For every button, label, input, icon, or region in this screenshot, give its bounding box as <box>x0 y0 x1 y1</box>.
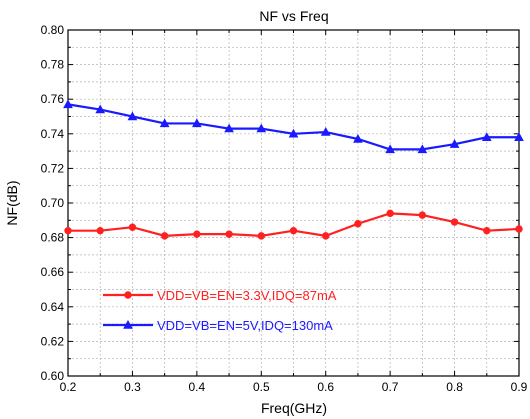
x-tick-label: 0.7 <box>382 380 399 394</box>
series-1-point <box>257 232 265 240</box>
series-1-point <box>96 226 104 235</box>
y-tick-label: 0.66 <box>41 265 65 279</box>
y-tick-label: 0.74 <box>41 127 65 141</box>
x-tick-label: 0.5 <box>253 380 270 394</box>
series-2-point <box>417 144 428 154</box>
series-2-point <box>95 104 106 114</box>
series-2-point <box>288 128 299 138</box>
legend-marker-2 <box>123 319 133 329</box>
series-2-point <box>192 118 202 128</box>
series-1-point <box>128 223 137 231</box>
series-2-point <box>385 144 395 154</box>
y-tick-label: 0.60 <box>41 369 65 383</box>
x-axis-title: Freq(GHz) <box>261 400 327 416</box>
x-tick-label: 0.9 <box>511 380 528 394</box>
legend-label-1: VDD=VB=EN=3.3V,IDQ=87mA <box>157 288 337 303</box>
y-axis-title: NF(dB) <box>4 180 20 225</box>
series-1-point <box>160 232 169 240</box>
y-tick-label: 0.64 <box>41 300 65 314</box>
x-tick-label: 0.2 <box>60 380 77 394</box>
series-1-point <box>64 226 72 235</box>
series-2-point <box>353 133 363 143</box>
chart-title: NF vs Freq <box>259 8 328 24</box>
series-2-point <box>127 111 138 121</box>
y-tick-label: 0.70 <box>41 196 65 210</box>
x-tick-label: 0.8 <box>446 380 463 394</box>
series-1-point <box>483 226 491 235</box>
series-2-point <box>63 99 73 109</box>
series-2-point <box>481 132 492 141</box>
legend: VDD=VB=EN=3.3V,IDQ=87mA VDD=VB=EN=5V,IDQ=… <box>103 288 337 333</box>
series-1-point <box>450 218 459 226</box>
series-1-point <box>418 211 427 219</box>
x-tick-label: 0.4 <box>189 380 206 394</box>
series-1-point <box>225 230 233 238</box>
y-tick-label: 0.78 <box>41 58 65 72</box>
series-1-point <box>354 220 362 228</box>
axes: 0.60 0.62 0.64 0.66 0.68 0.70 0.72 0.74 0.76 0.78… <box>41 23 528 394</box>
series-2-point <box>514 132 524 141</box>
series-2-point <box>320 127 331 136</box>
y-tick-label: 0.68 <box>41 231 65 245</box>
series-1-point <box>193 230 201 238</box>
series-2-point <box>256 123 267 133</box>
series-layer <box>63 99 524 240</box>
x-tick-label: 0.6 <box>317 380 334 394</box>
series-1-point <box>386 209 394 218</box>
y-tick-label: 0.62 <box>41 334 65 348</box>
series-1-point <box>515 225 523 233</box>
series-2-point <box>224 123 234 133</box>
series-2-point <box>449 139 460 148</box>
x-tick-label: 0.3 <box>124 380 141 394</box>
legend-label-2: VDD=VB=EN=5V,IDQ=130mA <box>157 318 333 333</box>
series-1-point <box>289 226 298 235</box>
y-tick-label: 0.76 <box>41 92 65 106</box>
series-2-point <box>159 118 170 128</box>
y-tick-label: 0.80 <box>41 23 65 37</box>
legend-marker-1 <box>124 291 132 299</box>
series-1-point <box>322 232 330 240</box>
y-tick-label: 0.72 <box>41 161 65 175</box>
